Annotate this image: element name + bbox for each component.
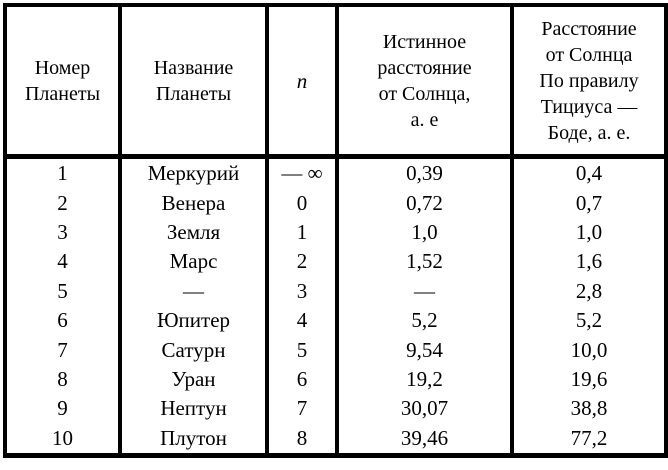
table-cell: Уран	[118, 364, 269, 395]
table-cell: 6	[265, 364, 339, 395]
table-cell: 0	[265, 188, 339, 218]
table-cell: 6	[3, 305, 122, 336]
table-row: 7 Сатурн 5 9,54 10,0	[3, 335, 668, 365]
table-cell: 7	[3, 335, 122, 365]
table-cell: 5	[3, 276, 122, 306]
table-cell: 39,46	[335, 423, 514, 456]
header-n: n	[265, 5, 339, 159]
table-cell: 2	[265, 247, 339, 277]
table-row: 8 Уран 6 19,2 19,6	[3, 364, 668, 395]
table-cell: 9	[3, 394, 122, 424]
table-row: 3 Земля 1 1,0 1,0	[3, 217, 668, 248]
table-cell: 1,6	[510, 247, 668, 277]
table-cell: Меркурий	[118, 156, 269, 189]
table-cell: 0,4	[510, 156, 668, 189]
table-cell: 10	[3, 423, 122, 456]
table-row: 9 Нептун 7 30,07 38,8	[3, 394, 668, 424]
table-cell: 38,8	[510, 394, 668, 424]
table-cell: 19,2	[335, 364, 514, 395]
table-cell: 30,07	[335, 394, 514, 424]
table-body: 1 Меркурий — ∞ 0,39 0,4 2 Венера 0 0,72 0,7 3 Земля…	[3, 156, 668, 456]
table-cell: 0,72	[335, 188, 514, 218]
table-cell: — ∞	[265, 156, 339, 189]
table-cell: 4	[3, 247, 122, 277]
table-cell: Венера	[118, 188, 269, 218]
table-cell: Нептун	[118, 394, 269, 424]
header-true-distance: Истинное расстояние от Солнца, а. е	[335, 5, 514, 159]
table-header-row: Номер Планеты Название Планеты n Истинно…	[3, 5, 668, 159]
table-header: Номер Планеты Название Планеты n Истинно…	[3, 5, 668, 159]
table-cell: 2	[3, 188, 122, 218]
table-cell: 5	[265, 335, 339, 365]
table-cell: 8	[265, 423, 339, 456]
table-row: 1 Меркурий — ∞ 0,39 0,4	[3, 156, 668, 189]
table-cell: 5,2	[335, 305, 514, 336]
table-cell: 0,39	[335, 156, 514, 189]
table-cell: Плутон	[118, 423, 269, 456]
table-cell: 3	[265, 276, 339, 306]
table-row: 4 Марс 2 1,52 1,6	[3, 247, 668, 277]
table-row: 10 Плутон 8 39,46 77,2	[3, 423, 668, 456]
header-titius-bode-distance: Расстояние от Солнца По правилу Тициуса …	[510, 5, 668, 159]
table-cell: Юпитер	[118, 305, 269, 336]
table-cell: 8	[3, 364, 122, 395]
table-cell: 19,6	[510, 364, 668, 395]
table-cell: 1,0	[510, 217, 668, 248]
table-cell: 1,52	[335, 247, 514, 277]
table-cell: 77,2	[510, 423, 668, 456]
table-cell: 1	[265, 217, 339, 248]
table-cell: 2,8	[510, 276, 668, 306]
table-cell: 10,0	[510, 335, 668, 365]
header-planet-number: Номер Планеты	[3, 5, 122, 159]
table-cell: 1,0	[335, 217, 514, 248]
table-cell: 4	[265, 305, 339, 336]
table-cell: 1	[3, 156, 122, 189]
table-row: 2 Венера 0 0,72 0,7	[3, 188, 668, 218]
table-row: 6 Юпитер 4 5,2 5,2	[3, 305, 668, 336]
table-cell: 3	[3, 217, 122, 248]
planets-table: Номер Планеты Название Планеты n Истинно…	[3, 3, 668, 458]
table-cell: 9,54	[335, 335, 514, 365]
table-cell: 5,2	[510, 305, 668, 336]
table-cell: 7	[265, 394, 339, 424]
table-cell: Марс	[118, 247, 269, 277]
table-cell: —	[118, 276, 269, 306]
table-cell: Сатурн	[118, 335, 269, 365]
table-cell: 0,7	[510, 188, 668, 218]
table-row: 5—3—2,8	[3, 276, 668, 306]
table-cell: Земля	[118, 217, 269, 248]
header-planet-name: Название Планеты	[118, 5, 269, 159]
table-cell: —	[335, 276, 514, 306]
